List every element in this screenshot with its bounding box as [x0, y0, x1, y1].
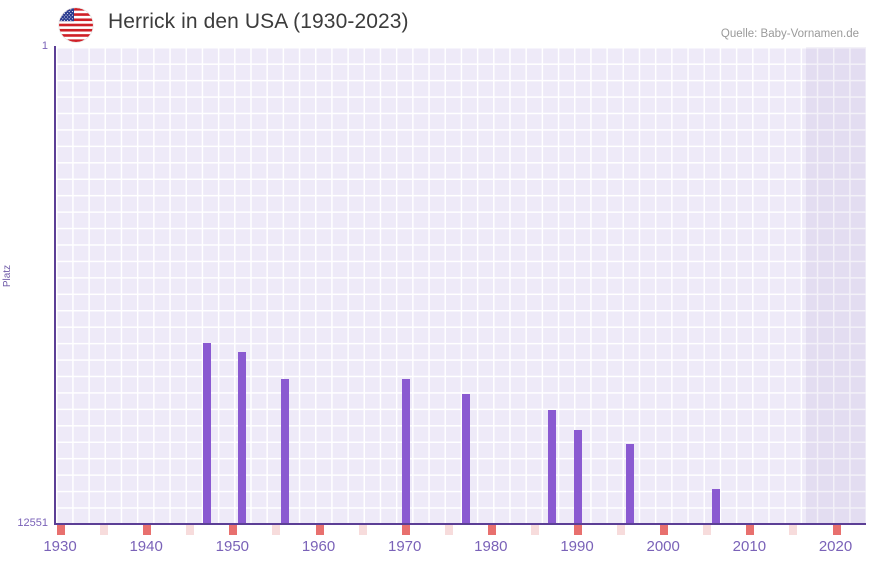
- y-axis-line: [54, 46, 56, 525]
- bar: [462, 393, 470, 524]
- bar: [237, 352, 246, 524]
- x-axis-tick-strip: [56, 525, 866, 535]
- x-axis-tick-label: 1950: [215, 538, 250, 555]
- x-tick-minor: [358, 525, 367, 535]
- y-axis-tick-top: 1: [41, 40, 48, 52]
- x-axis-tick-label: 1940: [129, 538, 163, 555]
- us-flag-icon: [59, 8, 93, 42]
- forecast-shaded-region: [806, 47, 866, 524]
- x-tick-major: [832, 525, 841, 535]
- x-axis-line: [54, 523, 866, 525]
- x-axis-tick-label: 2000: [646, 538, 680, 555]
- x-tick-major: [401, 525, 410, 535]
- bar: [203, 342, 212, 524]
- bar: [711, 489, 720, 524]
- x-tick-major: [487, 525, 496, 535]
- bar: [548, 410, 557, 524]
- bar: [625, 443, 634, 524]
- x-tick-minor: [703, 525, 712, 535]
- x-tick-minor: [789, 525, 798, 535]
- x-axis-labels: 1930 1940 1950 1960 1970 1980 1990 2000 2010 2020: [0, 538, 873, 564]
- x-tick-major: [746, 525, 755, 535]
- page-title: Herrick in den USA (1930-2023): [108, 10, 409, 33]
- x-tick-minor: [186, 525, 195, 535]
- x-tick-major: [229, 525, 238, 535]
- plot-area: [56, 47, 866, 524]
- x-axis-tick-label: 1930: [43, 538, 77, 555]
- x-tick-major: [143, 525, 152, 535]
- x-tick-minor: [617, 525, 626, 535]
- x-tick-minor: [272, 525, 281, 535]
- x-tick-major: [57, 525, 65, 535]
- x-tick-minor: [444, 525, 453, 535]
- x-axis-tick-label: 1990: [560, 538, 594, 555]
- bar: [401, 378, 410, 524]
- x-tick-major: [315, 525, 324, 535]
- x-tick-minor: [530, 525, 539, 535]
- x-axis-tick-label: 2010: [732, 538, 767, 555]
- bar: [281, 378, 290, 524]
- x-axis-tick-label: 2020: [818, 538, 853, 555]
- bar: [574, 430, 583, 524]
- x-axis-tick-label: 1960: [301, 538, 336, 555]
- source-attribution: Quelle: Baby-Vornamen.de: [720, 28, 859, 40]
- y-axis-title: Platz: [2, 264, 13, 288]
- x-tick-major: [660, 525, 669, 535]
- x-tick-minor: [100, 525, 109, 535]
- x-axis-tick-label: 1980: [474, 538, 508, 555]
- x-tick-major: [574, 525, 583, 535]
- x-axis-tick-label: 1970: [387, 538, 422, 555]
- y-axis-tick-bottom: 12551: [17, 517, 48, 529]
